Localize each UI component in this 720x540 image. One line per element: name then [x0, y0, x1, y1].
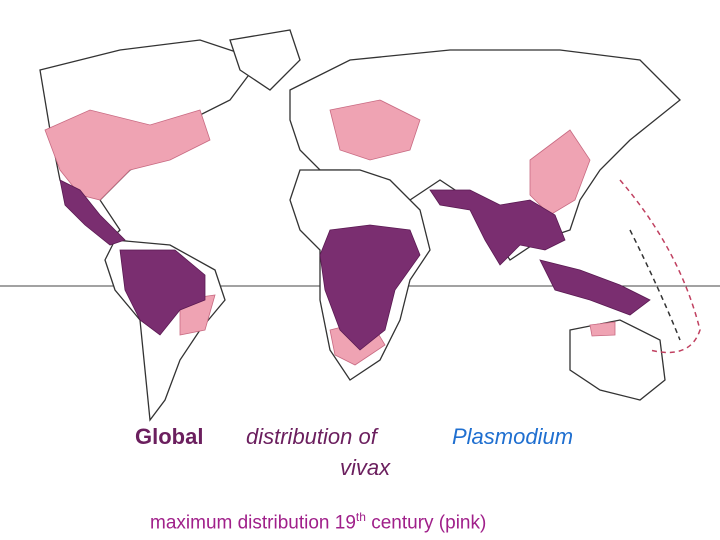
- dashed-boundary: [619, 179, 701, 354]
- caption-superscript: th: [355, 510, 366, 524]
- pink-australia: [589, 321, 616, 337]
- purple-africa: [319, 224, 421, 351]
- australia: [569, 319, 666, 401]
- title-species: vivax: [340, 455, 391, 480]
- caption-rest: century (pink): [371, 512, 487, 534]
- caption: maximum distribution 19th century (pink): [150, 510, 486, 534]
- title-word: Global: [135, 424, 204, 449]
- title-genus: Plasmodium: [452, 424, 574, 449]
- purple-southeast-asia: [539, 259, 651, 316]
- title-word: distribution of: [246, 424, 377, 449]
- purple-central-america: [59, 179, 126, 246]
- pink-europe-russia: [329, 99, 421, 161]
- greenland: [229, 29, 301, 91]
- pink-china: [529, 129, 591, 216]
- purple-south-america: [119, 249, 206, 336]
- caption-text: maximum distribution 19: [150, 512, 356, 534]
- dashed-boundary: [629, 229, 681, 341]
- purple-south-asia: [429, 189, 566, 266]
